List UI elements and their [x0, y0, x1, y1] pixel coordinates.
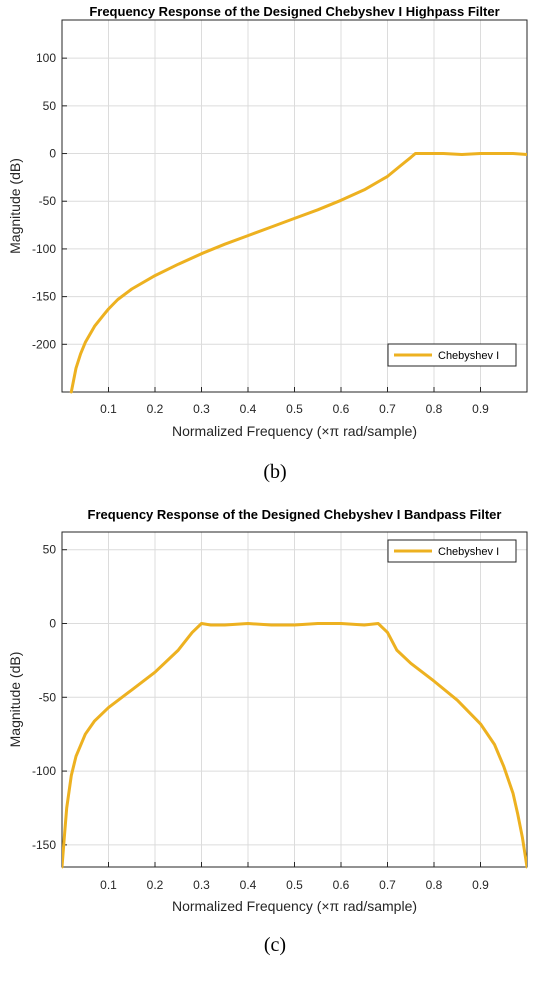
y-axis-label: Magnitude (dB) [7, 652, 23, 748]
y-tick-label: 50 [43, 99, 57, 113]
series-line-chebyshev-i [62, 622, 527, 869]
x-axis-label: Normalized Frequency (×π rad/sample) [172, 898, 417, 914]
y-tick-label: 0 [49, 616, 56, 630]
x-tick-label: 0.7 [379, 402, 396, 416]
y-axis-label: Magnitude (dB) [7, 158, 23, 254]
chart-title: Frequency Response of the Designed Cheby… [89, 4, 499, 19]
legend-box [387, 343, 517, 367]
x-tick-label: 0.6 [333, 878, 350, 892]
x-tick-label: 0.1 [100, 402, 117, 416]
x-tick-label: 0.4 [240, 878, 257, 892]
highpass-chart: 0.1 0.2 0.3 0.4 0.5 0.6 0.7 0.8 0.9 100 50 0 -50 -100… [7, 4, 528, 483]
x-axis-label: Normalized Frequency (×π rad/sample) [172, 423, 417, 439]
y-tick-label: -50 [39, 690, 57, 704]
y-tick-label: -50 [39, 194, 57, 208]
x-tick-label: 0.2 [147, 878, 164, 892]
x-tick-label: 0.6 [333, 402, 350, 416]
x-tick-label: 0.9 [472, 878, 489, 892]
bandpass-chart: 0.1 0.2 0.3 0.4 0.5 0.6 0.7 0.8 0.9 50 0 -50 -100 -15… [7, 507, 528, 956]
x-tick-label: 0.1 [100, 878, 117, 892]
legend-box [387, 539, 517, 563]
y-tick-label: -150 [32, 290, 56, 304]
series-line-chebyshev-i [69, 152, 527, 394]
figure-caption: (c) [264, 934, 286, 956]
y-tick-label: -200 [32, 337, 56, 351]
y-tick-label: -100 [32, 242, 56, 256]
x-tick-label: 0.8 [426, 402, 443, 416]
x-tick-label: 0.7 [379, 878, 396, 892]
x-tick-label: 0.4 [240, 402, 257, 416]
x-tick-label: 0.9 [472, 402, 489, 416]
y-tick-label: 50 [43, 543, 57, 557]
x-tick-label: 0.5 [286, 402, 303, 416]
x-tick-label: 0.5 [286, 878, 303, 892]
y-tick-label: -100 [32, 764, 56, 778]
y-tick-label: 100 [36, 51, 56, 65]
legend: Chebyshev I [387, 343, 517, 367]
y-tick-label: 0 [49, 147, 56, 161]
chart-title: Frequency Response of the Designed Cheby… [88, 507, 502, 522]
x-tick-label: 0.2 [147, 402, 164, 416]
y-tick-label: -150 [32, 838, 56, 852]
figure-caption: (b) [263, 461, 286, 483]
x-tick-label: 0.3 [193, 878, 210, 892]
axes-frame [61, 531, 528, 868]
legend: Chebyshev I [387, 539, 517, 563]
x-tick-label: 0.3 [193, 402, 210, 416]
axes-frame [61, 19, 528, 393]
legend-label: Chebyshev I [438, 350, 499, 362]
x-tick-label: 0.8 [426, 878, 443, 892]
legend-label: Chebyshev I [438, 546, 499, 558]
